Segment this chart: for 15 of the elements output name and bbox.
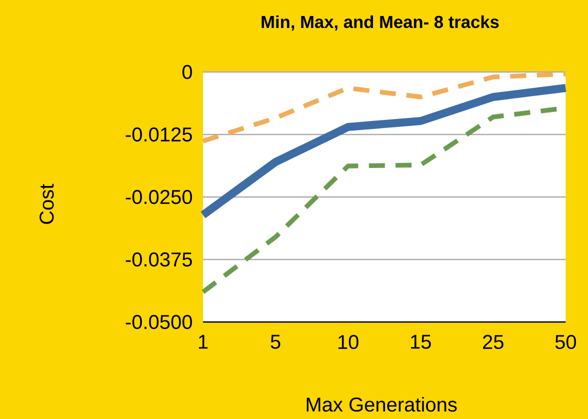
y-tick-label: -0.0250	[126, 190, 192, 204]
x-tick-label: 1	[198, 334, 208, 349]
y-tick-label: -0.0125	[126, 127, 192, 142]
y-tick-label: -0.0375	[126, 252, 192, 267]
x-tick-label: 50	[555, 334, 576, 350]
x-tick-label: 15	[411, 334, 431, 349]
x-tick-label: 5	[270, 334, 280, 349]
x-tick-label: 25	[483, 334, 504, 350]
y-axis-title: Cost	[40, 184, 54, 224]
y-tick-label: -0.0500	[126, 314, 192, 330]
x-tick-label: 10	[338, 334, 358, 350]
y-tick-label: 0	[182, 64, 192, 80]
chart-title: Min, Max, and Mean- 8 tracks	[262, 15, 499, 31]
line-series	[200, 72, 568, 144]
x-axis-title: Max Generations	[306, 396, 457, 412]
